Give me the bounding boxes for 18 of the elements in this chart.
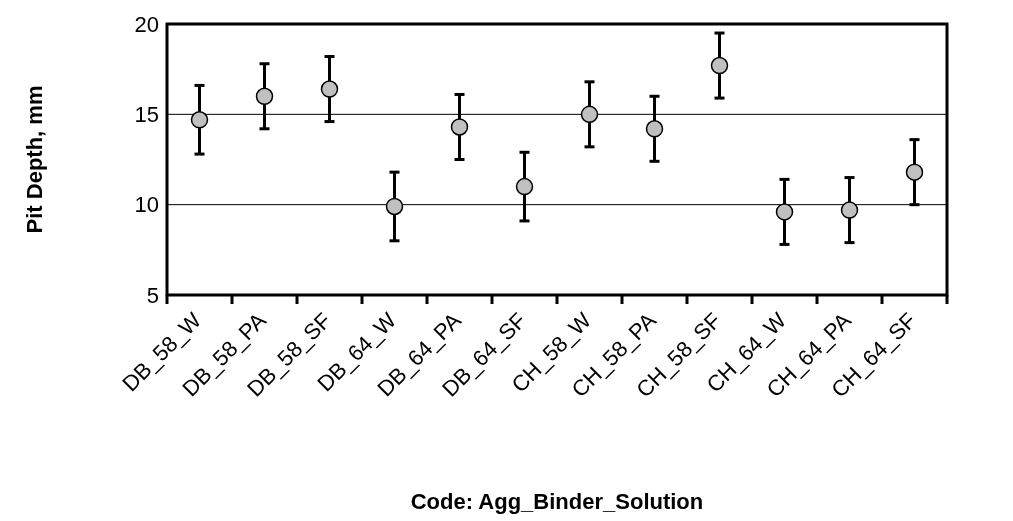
y-tick-label: 20: [134, 11, 159, 37]
y-axis-title: Pit Depth, mm: [22, 85, 47, 234]
y-tick-label: 5: [146, 282, 159, 308]
point: [840, 201, 859, 219]
point: [645, 120, 664, 138]
point: [515, 177, 534, 196]
point: [580, 105, 599, 124]
point: [710, 56, 729, 75]
x-axis-title: Code: Agg_Binder_Solution: [410, 489, 704, 514]
point: [255, 87, 274, 106]
point: [775, 203, 794, 221]
point: [905, 163, 924, 181]
y-tick-label: 15: [134, 102, 159, 128]
y-tick-label: 10: [134, 192, 159, 218]
point: [450, 118, 469, 136]
point: [385, 197, 404, 216]
point: [320, 80, 339, 98]
point: [190, 111, 209, 129]
